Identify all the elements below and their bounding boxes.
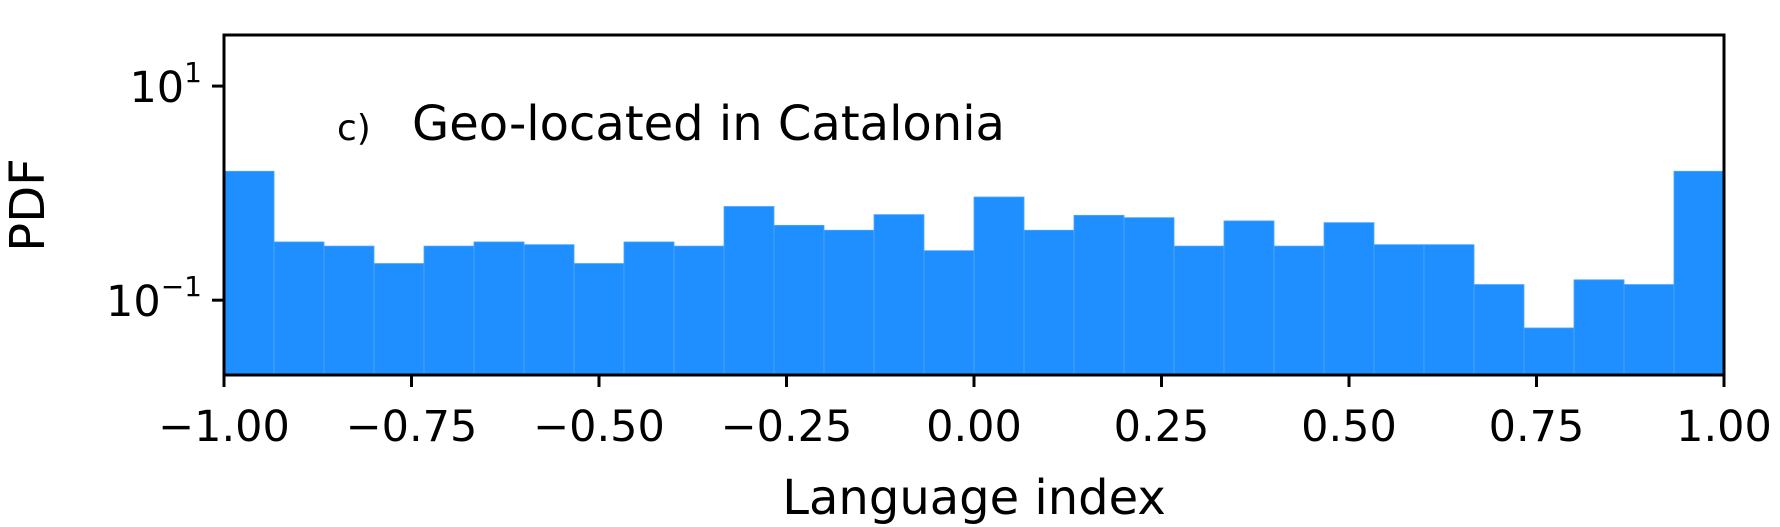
histogram-bar bbox=[1073, 214, 1125, 376]
x-tick-label: 0.50 bbox=[1301, 402, 1397, 452]
histogram-bar bbox=[1323, 222, 1375, 376]
histogram-bar bbox=[1573, 279, 1625, 376]
histogram-bar bbox=[1473, 284, 1525, 376]
x-axis-label: Language index bbox=[782, 470, 1165, 526]
histogram-bar bbox=[573, 263, 625, 376]
histogram-bar bbox=[323, 245, 375, 376]
histogram-bar bbox=[1423, 244, 1475, 376]
histogram-bar bbox=[423, 245, 475, 376]
y-tick-label: 10−1 bbox=[106, 270, 202, 327]
chart-title: Geo-located in Catalonia bbox=[412, 96, 1005, 152]
panel-label: c) bbox=[337, 108, 371, 149]
histogram-bar bbox=[923, 250, 975, 376]
histogram-bar bbox=[823, 229, 875, 376]
histogram-bar bbox=[523, 244, 575, 376]
histogram-bar bbox=[1223, 220, 1275, 376]
histogram-bar bbox=[773, 224, 825, 376]
histogram-bar bbox=[1173, 245, 1225, 376]
histogram-bar bbox=[723, 206, 775, 376]
x-axis: −1.00 −0.75 −0.50 −0.25 0.00 0.25 0.50 0.75 1.00 bbox=[158, 375, 1772, 452]
histogram-bar bbox=[673, 245, 725, 376]
histogram-bar bbox=[473, 241, 525, 376]
x-tick-label: 0.75 bbox=[1489, 402, 1585, 452]
histogram-bar bbox=[1023, 229, 1075, 376]
x-tick-label: −0.50 bbox=[533, 402, 665, 452]
x-tick-label: 1.00 bbox=[1676, 402, 1772, 452]
x-tick-label: 0.25 bbox=[1114, 402, 1210, 452]
histogram-bar bbox=[1123, 217, 1175, 376]
histogram-bar bbox=[273, 241, 325, 376]
x-tick-label: −0.75 bbox=[346, 402, 478, 452]
histogram-bar bbox=[223, 170, 275, 376]
histogram-bar bbox=[1623, 284, 1675, 376]
histogram-bar bbox=[1673, 170, 1725, 376]
x-tick-label: 0.00 bbox=[926, 402, 1022, 452]
histogram-bar bbox=[1523, 327, 1575, 376]
histogram-bar bbox=[973, 196, 1025, 376]
histogram-bar bbox=[373, 263, 425, 376]
histogram-bars bbox=[223, 170, 1725, 376]
y-axis-label: PDF bbox=[0, 158, 56, 252]
histogram-bar bbox=[1373, 244, 1425, 376]
histogram-bar bbox=[1273, 245, 1325, 376]
x-tick-label: −1.00 bbox=[158, 402, 290, 452]
y-axis: 101 10−1 bbox=[106, 56, 224, 327]
x-tick-label: −0.25 bbox=[721, 402, 853, 452]
y-tick-label: 101 bbox=[129, 56, 202, 113]
histogram-bar bbox=[623, 241, 675, 376]
histogram-bar bbox=[873, 214, 925, 376]
